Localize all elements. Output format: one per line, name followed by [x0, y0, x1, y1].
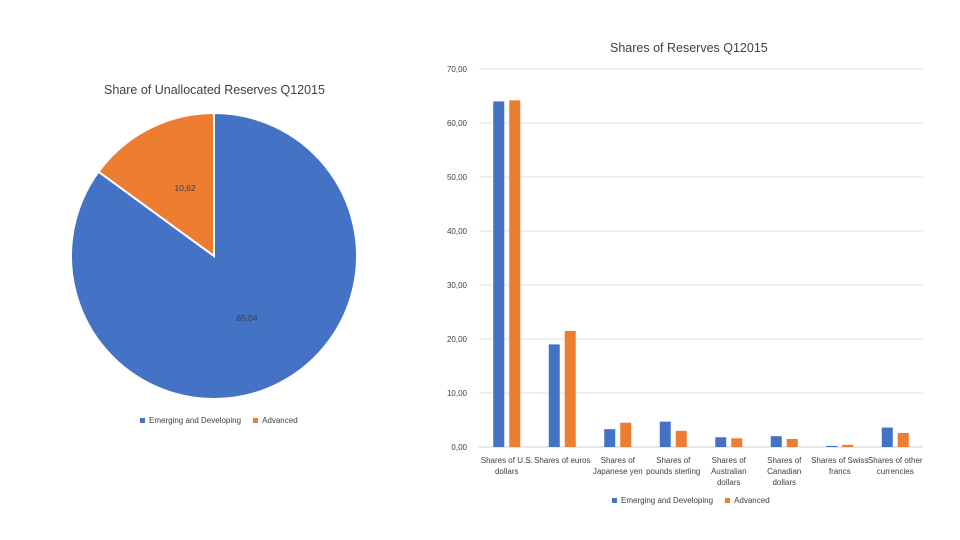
legend-swatch-emerging: [612, 498, 617, 503]
x-category-label-0: Shares of U.S. dollars: [480, 456, 533, 476]
pie-data-label-advanced: 10,62: [174, 183, 196, 193]
y-tick-label-3: 30,00: [447, 281, 468, 290]
bar-emerging-6: [826, 445, 838, 447]
pie-legend: Emerging and Developing Advanced: [140, 416, 298, 425]
bar-emerging-4: [715, 437, 727, 447]
pie-data-label-emerging: 85,04: [236, 313, 258, 323]
y-tick-label-0: 0,00: [451, 443, 467, 452]
bar-chart-title: Shares of Reserves Q12015: [610, 41, 768, 55]
pie-slice-advanced: [97, 111, 215, 258]
y-tick-label-1: 10,00: [447, 389, 468, 398]
bar-emerging-5: [770, 436, 782, 447]
y-tick-label-6: 60,00: [447, 119, 468, 128]
bar-advanced-1: [564, 330, 576, 447]
x-category-label-5: Shares of Canadian dollars: [767, 456, 802, 487]
y-tick-label-4: 40,00: [447, 227, 468, 236]
pie-legend-item-advanced: Advanced: [253, 416, 298, 425]
legend-label-emerging: Emerging and Developing: [149, 416, 242, 425]
x-category-label-7: Shares of other currencies: [867, 456, 923, 476]
bar-legend: Emerging and Developing Advanced: [612, 496, 770, 505]
legend-label-advanced: Advanced: [734, 496, 770, 505]
bar-emerging-1: [548, 344, 560, 447]
bar-legend-item-advanced: Advanced: [725, 496, 770, 505]
pie-chart-title: Share of Unallocated Reserves Q12015: [104, 83, 325, 97]
x-category-label-1: Shares of euros: [534, 456, 591, 465]
y-tick-label-7: 70,00: [447, 65, 468, 74]
bar-advanced-2: [620, 422, 632, 447]
x-category-label-6: Shares of Swiss francs: [811, 456, 869, 476]
bar-advanced-4: [731, 438, 743, 447]
x-category-label-2: Shares of Japanese yen: [592, 456, 643, 476]
bar-legend-item-emerging: Emerging and Developing: [612, 496, 713, 505]
legend-label-advanced: Advanced: [262, 416, 298, 425]
bar-emerging-3: [659, 421, 671, 447]
x-category-label-3: Shares of pounds sterling: [646, 456, 701, 476]
y-tick-label-2: 20,00: [447, 335, 468, 344]
legend-swatch-advanced: [725, 498, 731, 503]
bar-advanced-3: [675, 430, 687, 447]
legend-label-emerging: Emerging and Developing: [621, 496, 714, 505]
bar-advanced-7: [897, 432, 909, 447]
legend-swatch-emerging: [140, 418, 145, 423]
bar-emerging-7: [881, 427, 893, 447]
bar-emerging-2: [604, 429, 616, 447]
bar-emerging-0: [493, 101, 505, 448]
legend-swatch-advanced: [253, 418, 259, 423]
y-tick-label-5: 50,00: [447, 173, 468, 182]
bar-advanced-6: [842, 444, 854, 447]
bar-advanced-0: [509, 100, 521, 447]
pie-legend-item-emerging: Emerging and Developing: [140, 416, 241, 425]
bar-advanced-5: [786, 438, 798, 447]
x-category-label-4: Shares of Australian dollars: [710, 456, 747, 487]
